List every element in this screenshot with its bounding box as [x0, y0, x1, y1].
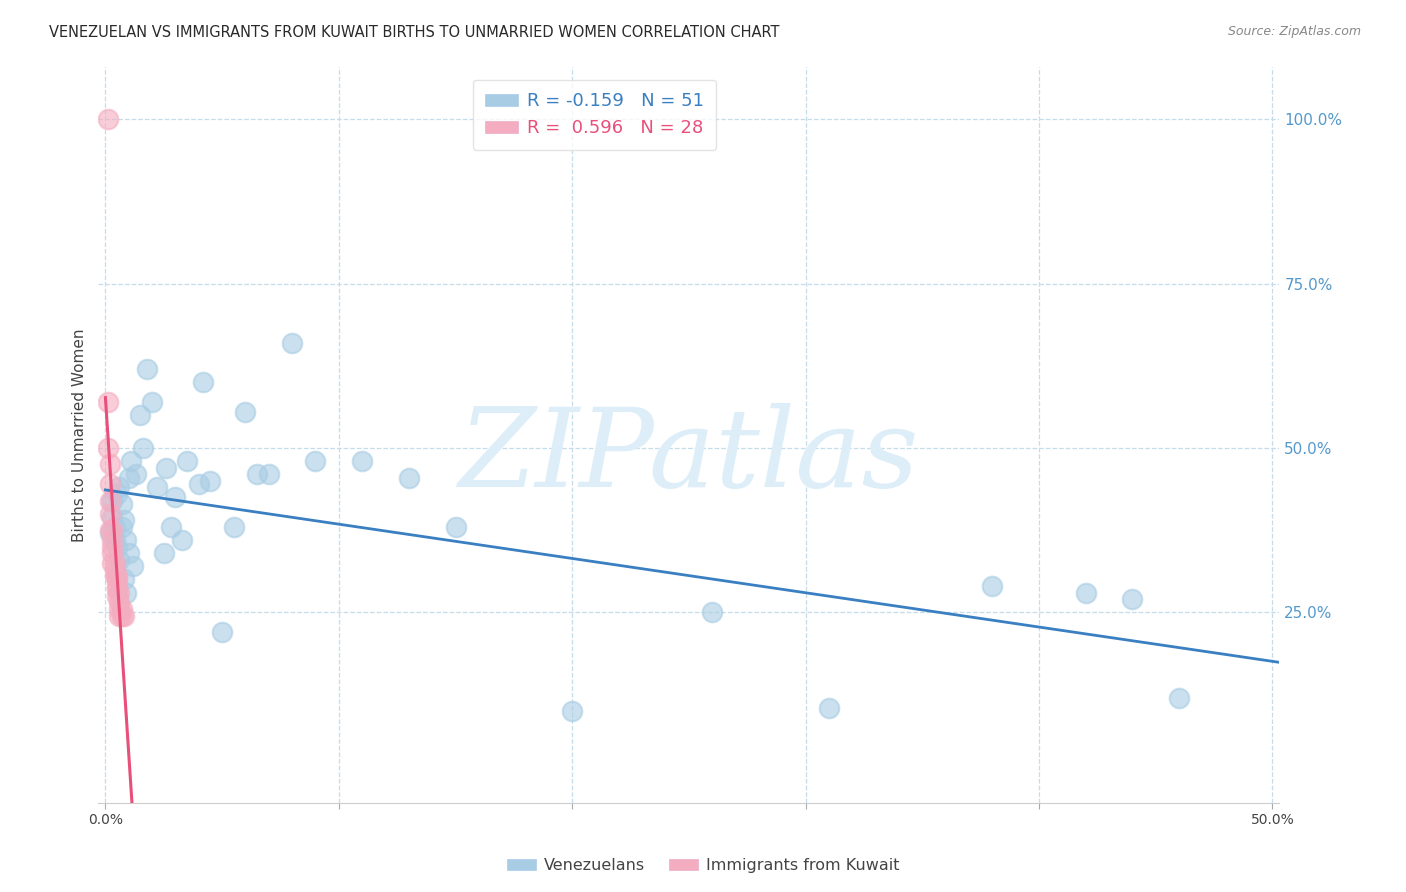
Point — [352, 454, 374, 468]
Point — [981, 579, 1004, 593]
Point — [152, 546, 174, 560]
Point — [97, 441, 120, 455]
Point — [165, 490, 187, 504]
Point — [108, 480, 131, 494]
Point — [101, 510, 124, 524]
Point — [105, 579, 128, 593]
Point — [98, 507, 121, 521]
Text: VENEZUELAN VS IMMIGRANTS FROM KUWAIT BIRTHS TO UNMARRIED WOMEN CORRELATION CHART: VENEZUELAN VS IMMIGRANTS FROM KUWAIT BIR… — [49, 25, 780, 40]
Point — [118, 470, 141, 484]
Point — [129, 408, 152, 422]
Point — [101, 523, 124, 537]
Point — [193, 376, 215, 390]
Point — [235, 405, 257, 419]
Point — [101, 533, 124, 547]
Point — [125, 467, 148, 482]
Point — [98, 458, 121, 472]
Text: Source: ZipAtlas.com: Source: ZipAtlas.com — [1227, 25, 1361, 38]
Point — [105, 569, 128, 583]
Point — [105, 582, 128, 597]
Point — [444, 520, 467, 534]
Point — [187, 477, 209, 491]
Point — [104, 533, 127, 547]
Point — [98, 493, 121, 508]
Point — [132, 441, 155, 455]
Point — [176, 454, 198, 468]
Point — [1074, 585, 1097, 599]
Point — [561, 704, 583, 718]
Point — [112, 608, 135, 623]
Point — [222, 520, 245, 534]
Point — [111, 602, 134, 616]
Point — [98, 477, 121, 491]
Point — [115, 585, 138, 599]
Point — [111, 497, 134, 511]
Point — [155, 460, 177, 475]
Point — [105, 589, 128, 603]
Point — [101, 546, 124, 560]
Point — [101, 540, 124, 554]
Legend: Venezuelans, Immigrants from Kuwait: Venezuelans, Immigrants from Kuwait — [501, 852, 905, 880]
Point — [136, 362, 159, 376]
Point — [122, 559, 145, 574]
Point — [304, 454, 326, 468]
Point — [112, 573, 135, 587]
Text: ZIPatlas: ZIPatlas — [458, 403, 920, 511]
Point — [172, 533, 194, 547]
Point — [108, 608, 131, 623]
Point — [398, 470, 420, 484]
Point — [1121, 592, 1143, 607]
Point — [818, 700, 841, 714]
Point — [281, 335, 304, 350]
Point — [104, 520, 127, 534]
Legend: R = -0.159   N = 51, R =  0.596   N = 28: R = -0.159 N = 51, R = 0.596 N = 28 — [472, 79, 717, 150]
Point — [104, 569, 127, 583]
Point — [108, 595, 131, 609]
Point — [159, 520, 181, 534]
Point — [702, 605, 724, 619]
Point — [105, 540, 128, 554]
Point — [97, 395, 120, 409]
Point — [98, 526, 121, 541]
Point — [120, 454, 142, 468]
Point — [105, 573, 128, 587]
Point — [104, 556, 127, 570]
Point — [146, 480, 169, 494]
Point — [101, 556, 124, 570]
Point — [200, 474, 222, 488]
Point — [104, 563, 127, 577]
Point — [141, 395, 163, 409]
Point — [105, 487, 128, 501]
Point — [257, 467, 280, 482]
Point — [1168, 690, 1191, 705]
Point — [211, 624, 233, 639]
Point — [108, 552, 131, 566]
Point — [246, 467, 269, 482]
Point — [97, 112, 120, 127]
Y-axis label: Births to Unmarried Women: Births to Unmarried Women — [72, 328, 87, 541]
Point — [108, 585, 131, 599]
Point — [115, 533, 138, 547]
Point — [118, 546, 141, 560]
Point — [111, 608, 134, 623]
Point — [111, 520, 134, 534]
Point — [98, 523, 121, 537]
Point — [112, 513, 135, 527]
Point — [108, 602, 131, 616]
Point — [101, 493, 124, 508]
